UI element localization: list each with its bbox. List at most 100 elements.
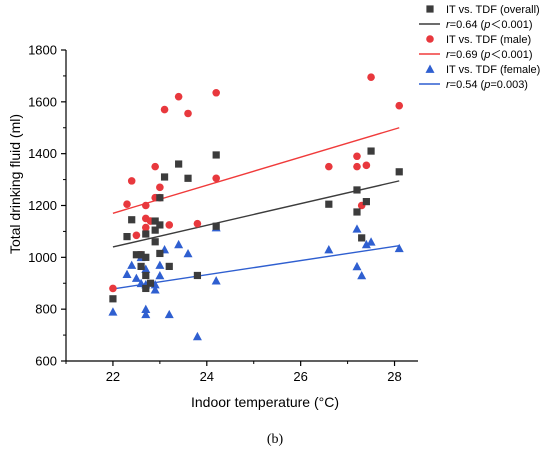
data-point: [193, 271, 202, 280]
data-point: [367, 147, 375, 155]
data-point: [183, 248, 193, 258]
data-point: [155, 260, 165, 269]
data-point: [174, 92, 183, 101]
data-point: [395, 101, 404, 110]
data-point: [156, 221, 164, 229]
data-point: [325, 200, 333, 208]
x-axis-ticks: 22 24 26 28: [65, 361, 402, 384]
data-point: [132, 231, 141, 240]
data-point: [141, 223, 150, 232]
x-axis-title: Indoor temperature (°C): [191, 394, 339, 410]
data-point: [150, 285, 160, 294]
data-point: [165, 262, 173, 271]
x-tick-label: 22: [106, 369, 120, 384]
data-point: [353, 152, 361, 161]
data-point: [184, 174, 192, 182]
data-point: [164, 309, 174, 319]
data-point: [325, 162, 333, 171]
data-point: [151, 238, 159, 246]
data-point: [128, 216, 136, 224]
legend-marker: [426, 35, 434, 43]
legend: IT vs. TDF (overall) r=0.64 (p＜0.001) IT v…: [419, 4, 540, 91]
data-point: [137, 251, 145, 259]
y-axis-ticks: 600 800 1000 1200 1400 1600 1800: [28, 43, 66, 369]
data-point: [193, 219, 202, 228]
data-point: [212, 222, 220, 230]
y-tick-label: 1200: [28, 198, 57, 213]
data-point: [146, 279, 155, 287]
data-point: [395, 168, 403, 176]
y-tick-label: 1800: [28, 43, 57, 58]
data-point: [175, 160, 183, 168]
data-point: [141, 264, 151, 273]
legend-series-name: IT vs. TDF (male): [446, 34, 531, 46]
data-point: [155, 270, 165, 280]
data-point: [141, 309, 151, 319]
data-point: [151, 217, 159, 225]
legend-series-name: IT vs. TDF (female): [446, 64, 540, 76]
data-point: [192, 331, 202, 341]
data-point: [160, 105, 169, 114]
data-point: [142, 230, 150, 238]
data-point: [212, 88, 220, 97]
data-point: [367, 73, 375, 82]
fit-line: [112, 180, 400, 248]
data-point: [357, 270, 367, 280]
data-point: [141, 201, 150, 210]
data-point: [127, 177, 136, 185]
data-point: [366, 237, 376, 246]
data-point: [362, 198, 370, 206]
x-tick-label: 28: [387, 369, 401, 384]
y-tick-label: 800: [35, 302, 57, 317]
y-tick-label: 1400: [28, 146, 57, 161]
data-point: [142, 271, 150, 280]
data-point: [353, 186, 361, 194]
data-point: [212, 151, 220, 159]
data-point: [137, 262, 145, 271]
y-tick-label: 1000: [28, 250, 57, 265]
y-tick-label: 1600: [28, 94, 57, 109]
data-point: [156, 249, 164, 258]
data-point: [132, 251, 140, 259]
data-point: [156, 183, 164, 192]
data-point: [131, 273, 141, 282]
data-point: [151, 162, 159, 171]
fit-line: [112, 244, 400, 290]
data-point: [160, 173, 169, 181]
y-tick-label: 600: [35, 354, 57, 369]
data-point: [174, 239, 184, 249]
legend-marker: [425, 64, 435, 73]
data-point: [352, 224, 362, 233]
data-point: [212, 174, 220, 183]
data-point: [361, 239, 371, 249]
data-point: [108, 307, 118, 316]
data-point: [324, 245, 334, 254]
data-point: [127, 260, 137, 269]
data-point: [165, 221, 174, 229]
data-point: [353, 208, 361, 216]
data-point: [394, 243, 404, 253]
data-point: [142, 284, 150, 293]
data-point: [362, 161, 371, 170]
x-tick-label: 24: [200, 369, 214, 384]
legend-series-name: IT vs. TDF (overall): [446, 4, 540, 16]
x-tick-label: 26: [293, 369, 307, 384]
data-point: [358, 234, 366, 242]
legend-fit-label: r=0.54 (p=0.003): [446, 79, 528, 91]
legend-fit-label: r=0.64 (p＜0.001): [446, 19, 533, 31]
data-point: [151, 226, 159, 234]
data-point: [184, 109, 192, 118]
data-points: [108, 73, 404, 341]
figure-caption: (b): [267, 432, 284, 447]
legend-marker: [426, 5, 434, 13]
data-point: [123, 200, 131, 209]
data-point: [123, 233, 131, 241]
data-point: [122, 269, 132, 279]
legend-fit-label: r=0.69 (p＜0.001): [446, 49, 533, 61]
data-point: [211, 276, 221, 285]
data-point: [156, 194, 164, 202]
data-point: [352, 261, 362, 271]
series-points: [109, 147, 403, 303]
y-axis-title: Total drinking fluid (ml): [7, 114, 23, 254]
